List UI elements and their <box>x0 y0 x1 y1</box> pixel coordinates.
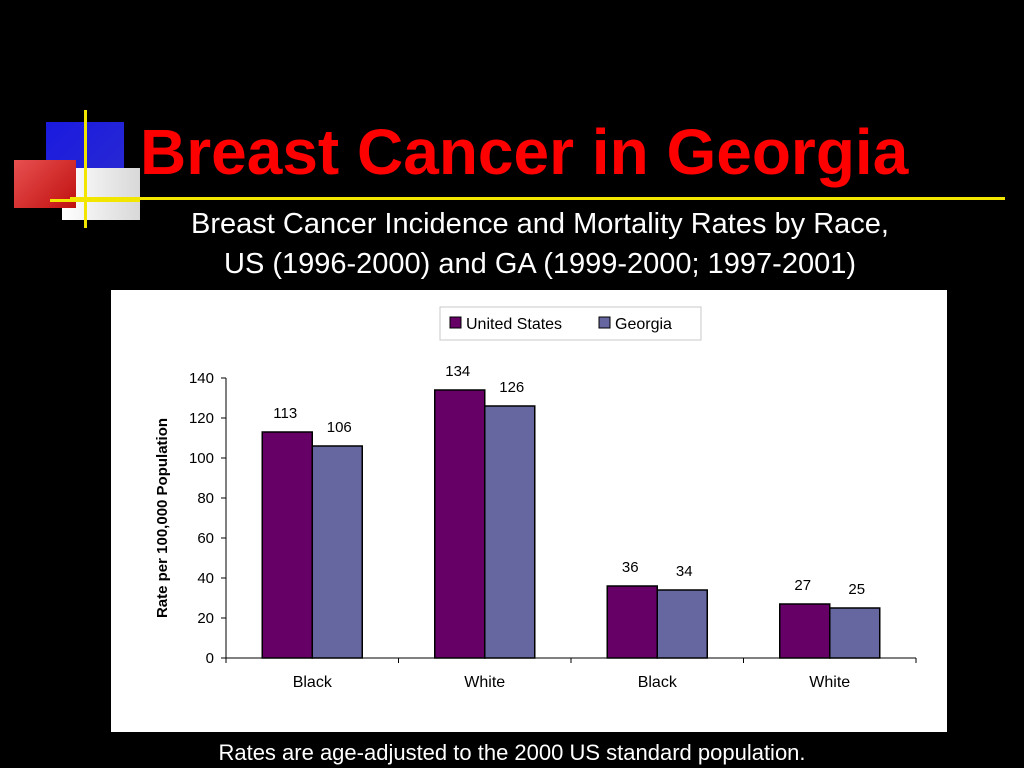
x-category-label: White <box>809 674 850 691</box>
subtitle-line-1: Breast Cancer Incidence and Mortality Ra… <box>191 208 889 240</box>
bar-united-states <box>779 603 831 659</box>
y-tick-label: 140 <box>189 370 214 387</box>
y-tick-label: 40 <box>197 570 214 587</box>
y-axis-title: Rate per 100,000 Population <box>154 418 171 618</box>
bar-georgia <box>311 445 363 659</box>
subtitle-line-2: US (1996-2000) and GA (1999-2000; 1997-2… <box>224 248 856 280</box>
legend-swatch <box>598 316 611 329</box>
y-tick-label: 20 <box>197 610 214 627</box>
legend-box <box>439 306 702 341</box>
x-category-label: Black <box>293 674 333 691</box>
footnote: Rates are age-adjusted to the 2000 US st… <box>218 740 806 765</box>
legend-label: Georgia <box>615 316 672 333</box>
title-underline <box>70 197 1005 200</box>
slide-subtitle: Breast Cancer Incidence and Mortality Ra… <box>112 204 968 284</box>
data-label: 134 <box>445 363 470 380</box>
data-label: 27 <box>794 577 811 594</box>
data-label: 36 <box>622 559 639 576</box>
chart-panel: 0 20 40 60 80 100 120 140 Rate per 100,000 Popul… <box>111 290 947 732</box>
y-tick-label: 80 <box>197 490 214 507</box>
legend-label: United States <box>466 316 562 333</box>
data-label: 113 <box>273 405 297 422</box>
decorative-vertical-line <box>84 110 87 228</box>
bar-united-states <box>606 585 658 659</box>
data-label: 25 <box>848 581 865 598</box>
bar-chart: 0 20 40 60 80 100 120 140 Rate per 100,000 Popul… <box>154 306 917 691</box>
y-tick-label: 100 <box>189 450 214 467</box>
y-tick-label: 60 <box>197 530 214 547</box>
y-tick-label: 0 <box>206 650 214 667</box>
bar-georgia <box>656 589 708 659</box>
data-label: 34 <box>676 563 693 580</box>
bar-georgia <box>484 405 536 659</box>
x-category-label: White <box>464 674 505 691</box>
bar-georgia <box>829 607 881 659</box>
decorative-horizontal-line <box>50 199 140 202</box>
bar-united-states <box>261 431 313 659</box>
slide-title: Breast Cancer in Georgia <box>140 116 909 188</box>
x-category-label: Black <box>638 674 678 691</box>
data-label: 106 <box>327 419 352 436</box>
legend-swatch <box>449 316 462 329</box>
bar-united-states <box>434 389 486 659</box>
data-label: 126 <box>499 379 524 396</box>
y-tick-label: 120 <box>189 410 214 427</box>
